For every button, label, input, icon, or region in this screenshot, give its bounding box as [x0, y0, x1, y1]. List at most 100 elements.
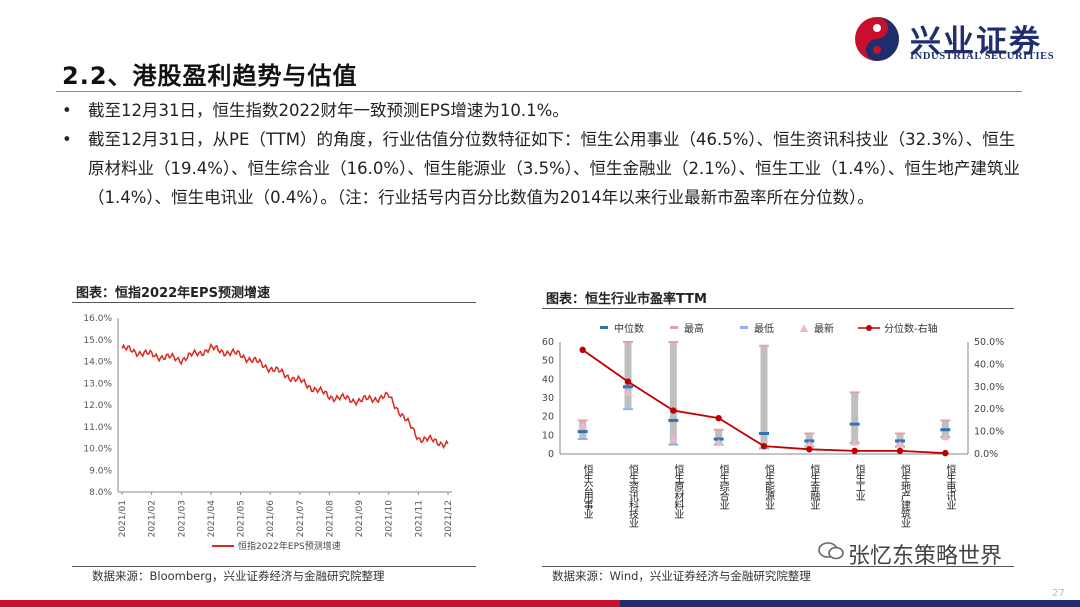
chart1-y-tick-label: 11.0% — [83, 423, 112, 433]
bullet-text: 截至12月31日，恒生指数2022财年一致预测EPS增速为10.1%。 — [88, 101, 569, 120]
chart1-x-tick-label: 2021/04 — [207, 500, 217, 538]
chart2-legend-swatch — [670, 326, 678, 329]
chart2-high-marker — [849, 391, 860, 394]
chart2-high-marker — [623, 341, 633, 343]
chart2-latest-marker — [669, 435, 678, 443]
chart2-latest-marker — [805, 440, 814, 448]
footer-bar-blue — [620, 600, 1080, 607]
chart1-y-tick-label: 12.0% — [83, 401, 112, 411]
chart2-low-marker — [668, 443, 679, 446]
chart1-x-tick-label: 2021/03 — [177, 500, 187, 537]
bullet-item: • 截至12月31日，恒生指数2022财年一致预测EPS增速为10.1%。 — [62, 96, 1022, 125]
chart1-x-tick-label: 2021/10 — [385, 500, 395, 538]
chart1-y-tick-label: 10.0% — [83, 445, 112, 455]
chart2-pct-point — [896, 447, 904, 455]
chart1-y-tick-label: 8.0% — [89, 488, 112, 498]
bullet-marker: • — [62, 101, 72, 120]
chart2-median-marker — [668, 418, 679, 422]
chart2-legend-swatch — [600, 326, 608, 329]
chart2-pct-point — [942, 449, 949, 457]
chart1-x-tick-label: 2021/09 — [355, 500, 365, 538]
chart2-high-marker — [759, 344, 769, 347]
chart2-high-marker — [668, 341, 679, 343]
chart2-y2-tick-label: 20.0% — [974, 404, 1004, 415]
chart2-category-label: 恒生资讯科技业 — [627, 463, 639, 528]
chart2-legend-label: 分位数-右轴 — [884, 322, 938, 335]
chart1-y-tick-label: 14.0% — [83, 358, 112, 368]
chart2-legend-label: 中位数 — [614, 322, 644, 335]
chart2-legend-label: 最新 — [814, 322, 834, 335]
chart2-legend-swatch-dot — [866, 325, 872, 331]
chart2-legend-label: 最低 — [754, 322, 774, 335]
chart2-median-marker — [940, 428, 951, 432]
watermark-text: 张忆东策略世界 — [848, 544, 1003, 569]
chart2-svg: 中位数 最高 最低 最新 分位数-右轴 0 10 20 30 40 50 60 0.0% 10.0% 20.… — [542, 322, 1004, 528]
chart2-pct-point — [579, 346, 586, 354]
chart2-source: 数据来源：Wind，兴业证券经济与金融研究院整理 — [552, 569, 811, 583]
chart1-x-tick-label: 2021/11 — [414, 500, 424, 537]
chart2-title-rule — [542, 308, 1014, 309]
chart1-x-tick-label: 2021/05 — [237, 500, 247, 537]
chart1-y-tick-label: 9.0% — [89, 466, 112, 476]
chart2-high-marker — [940, 419, 951, 422]
logo-chinese-text: 兴业证券 — [910, 24, 1042, 60]
chart2-title: 图表：恒生行业市盈率TTM — [546, 292, 707, 307]
chart2-category-label: 恒生能源业 — [763, 463, 775, 510]
bullet-list: • 截至12月31日，恒生指数2022财年一致预测EPS增速为10.1%。 • … — [62, 96, 1022, 212]
chart1-x-tick-label: 2021/08 — [325, 500, 335, 538]
wechat-icon — [818, 542, 844, 560]
chart2-y2-tick-label: 10.0% — [974, 427, 1004, 438]
chart2-category-label: 恒生原材料业 — [672, 463, 684, 519]
chart2-y-tick-label: 40 — [542, 374, 554, 385]
chart2-category-label: 恒生金融业 — [808, 463, 820, 510]
bullet-item: • 截至12月31日，从PE（TTM）的角度，行业估值分位数特征如下：恒生公用事… — [62, 125, 1022, 212]
chart1-x-tick-label: 2021/01 — [118, 500, 128, 537]
chart2-range-bar — [579, 420, 587, 440]
chart2-range-bar — [624, 342, 632, 410]
chart2-high-marker — [577, 419, 588, 422]
chart2-category-label: 恒生综合业 — [717, 463, 729, 510]
chart2-y-tick-label: 50 — [542, 356, 554, 367]
footer-bar-red — [0, 600, 620, 607]
chart1-title: 图表：恒指2022年EPS预测增速 — [76, 286, 270, 301]
chart2-category-label: 恒生地产建筑业 — [899, 463, 911, 528]
chart2-median-marker — [849, 422, 860, 426]
chart2-high-marker — [895, 432, 905, 435]
chart2-category-label: 恒生电讯业 — [944, 463, 956, 510]
chart1-series-line — [121, 342, 449, 450]
chart2-high-marker — [804, 432, 815, 435]
chart2-pct-point — [760, 442, 768, 450]
chart2-source-rule — [542, 566, 1014, 567]
chart1-legend-label: 恒指2022年EPS预测增速 — [238, 540, 341, 552]
chart2-median-marker — [577, 430, 588, 434]
chart2-low-marker — [577, 438, 588, 441]
chart2-y-tick-label: 20 — [542, 412, 554, 423]
bullet-marker: • — [62, 130, 72, 149]
chart1-source: 数据来源：Bloomberg，兴业证券经济与金融研究院整理 — [92, 569, 385, 583]
chart1-svg: 8.0% 9.0% 10.0% 11.0% 12.0% 13.0% 14.0% 15.0% 16… — [83, 314, 454, 552]
logo-mark-icon — [855, 17, 899, 61]
chart2-latest-marker — [624, 388, 632, 396]
chart2-y2-tick-label: 0.0% — [974, 449, 998, 460]
chart1-y-tick-label: 16.0% — [83, 314, 112, 324]
chart2-y2-tick-label: 40.0% — [974, 359, 1004, 370]
chart2-y2-tick-label: 30.0% — [974, 382, 1004, 393]
chart1-y-tick-label: 15.0% — [83, 336, 112, 346]
chart2-range-bar — [715, 429, 723, 445]
chart2-pct-point — [670, 407, 677, 414]
chart1-x-tick-label: 2021/12 — [444, 500, 454, 537]
chart2-latest-marker — [896, 440, 904, 448]
title-divider — [56, 91, 1022, 92]
chart1-x-tick-label: 2021/07 — [296, 500, 306, 537]
chart2-pct-point — [624, 378, 632, 385]
chart2-pct-point — [715, 414, 722, 422]
chart2-latest-marker — [578, 422, 587, 429]
chart2-latest-marker — [941, 433, 950, 441]
chart2-category-label: 恒生公用事业 — [581, 463, 593, 519]
company-logo: 兴业证券 INDUSTRIAL SECURITIES — [852, 14, 1062, 66]
chart2-y-tick-label: 10 — [542, 430, 554, 441]
chart1-x-tick-label: 2021/06 — [266, 500, 276, 538]
chart2-pct-point — [806, 446, 813, 453]
chart1-source-rule — [72, 566, 476, 567]
chart2-latest-marker — [714, 438, 723, 446]
